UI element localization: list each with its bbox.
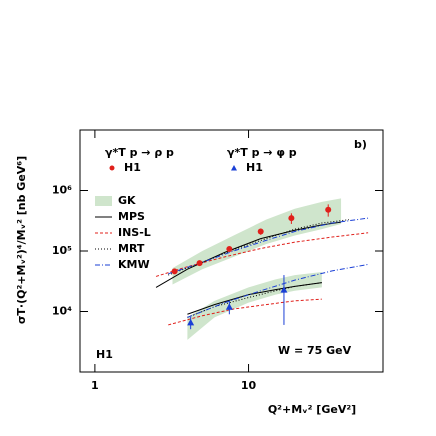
legend-label: KMW <box>118 258 150 271</box>
data-point <box>225 303 233 310</box>
panel-label: b) <box>354 138 367 151</box>
y-tick-label: 10⁴ <box>52 305 72 318</box>
x-tick-label: 1 <box>91 379 99 392</box>
model-line <box>168 217 369 275</box>
model-line <box>187 282 322 315</box>
data-point <box>171 268 178 275</box>
y-tick-label: 10⁵ <box>52 244 72 257</box>
model-line <box>187 263 369 318</box>
gk-band <box>172 198 342 285</box>
legend-label: MRT <box>118 242 145 255</box>
data-point <box>288 215 295 222</box>
y-tick-label: 10⁶ <box>52 184 72 197</box>
experiment-label: H1 <box>96 348 113 361</box>
legend-label: H1 <box>246 161 263 174</box>
legend-label: INS-L <box>118 226 151 239</box>
model-line <box>155 232 369 277</box>
data-point <box>196 260 203 267</box>
data-point <box>187 318 195 326</box>
legend-marker <box>109 165 115 171</box>
data-point <box>226 245 233 252</box>
legend-marker <box>231 165 237 171</box>
legend-label: GK <box>118 194 136 207</box>
legend-label: MPS <box>118 210 145 223</box>
data-point <box>280 286 288 293</box>
gk-band <box>187 271 322 340</box>
data-point <box>325 206 332 213</box>
data-point <box>257 228 264 235</box>
y-axis-label: σT·(Q²+Mᵥ²)⁴/Mᵥ² [nb GeV⁶] <box>15 156 28 324</box>
x-tick-label: 10 <box>241 379 257 392</box>
legend-label: H1 <box>124 161 141 174</box>
legend-header: γ*T p → φ p <box>227 146 297 159</box>
legend-header: γ*T p → ρ p <box>105 146 174 159</box>
legend-swatch <box>95 196 112 206</box>
energy-label: W = 75 GeV <box>278 344 352 357</box>
x-axis-label: Q²+Mᵥ² [GeV²] <box>268 403 356 416</box>
